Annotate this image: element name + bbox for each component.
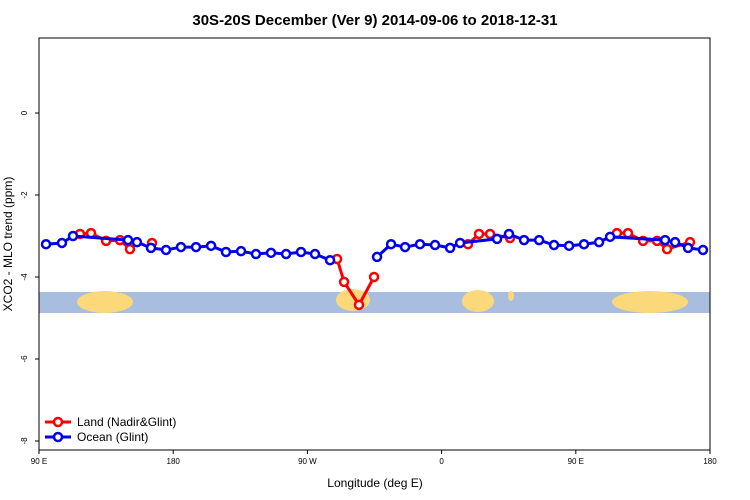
y-tick-label: 0	[20, 110, 29, 115]
series-point	[484, 228, 496, 240]
series-point	[124, 243, 136, 255]
x-tick-label: 180	[703, 457, 717, 466]
series-point	[160, 244, 172, 256]
series-point	[682, 242, 694, 254]
series-point	[338, 276, 350, 288]
y-tick-label: -4	[20, 273, 29, 281]
series-point	[454, 237, 466, 249]
series-point	[518, 234, 530, 246]
series-point	[309, 248, 321, 260]
chart-title: 30S-20S December (Ver 9) 2014-09-06 to 2…	[192, 12, 557, 29]
series-point	[491, 233, 503, 245]
series-point	[444, 242, 456, 254]
series-point	[40, 238, 52, 250]
series-point	[250, 248, 262, 260]
legend-marker	[52, 416, 64, 428]
series-point	[145, 242, 157, 254]
series-point	[122, 234, 134, 246]
series-point	[235, 245, 247, 257]
x-tick-label: 0	[439, 457, 444, 466]
series-point	[429, 239, 441, 251]
series-point	[385, 238, 397, 250]
series-point	[175, 241, 187, 253]
series-point	[622, 227, 634, 239]
series-point	[131, 236, 143, 248]
series-point	[371, 251, 383, 263]
series-point	[697, 244, 709, 256]
series-point	[414, 238, 426, 250]
series-point	[67, 230, 79, 242]
series-point	[324, 254, 336, 266]
series-point	[280, 248, 292, 260]
series-point	[368, 271, 380, 283]
legend-marker	[52, 431, 64, 443]
series-point	[190, 241, 202, 253]
series-point	[604, 231, 616, 243]
x-axis-label: Longitude (deg E)	[327, 476, 422, 490]
x-tick-label: 90 W	[298, 457, 317, 466]
series-point	[563, 240, 575, 252]
series-point	[295, 246, 307, 258]
series-point	[220, 246, 232, 258]
series-point	[205, 240, 217, 252]
y-tick-label: -8	[20, 437, 29, 445]
series-point	[265, 247, 277, 259]
plot-frame	[38, 37, 711, 451]
x-tick-label: 180	[167, 457, 181, 466]
series-point	[56, 237, 68, 249]
legend-label: Ocean (Glint)	[77, 430, 148, 444]
series-point	[533, 234, 545, 246]
series-point	[659, 234, 671, 246]
legend-label: Land (Nadir&Glint)	[77, 415, 176, 429]
y-axis-label: XCO2 - MLO trend (ppm)	[1, 177, 15, 312]
series-point	[548, 239, 560, 251]
series-point	[399, 241, 411, 253]
y-tick-label: -6	[20, 355, 29, 363]
series-point	[473, 228, 485, 240]
x-tick-label: 90 E	[568, 457, 584, 466]
series-point	[503, 228, 515, 240]
series-point	[593, 236, 605, 248]
x-tick-label: 90 E	[31, 457, 47, 466]
series-point	[661, 243, 673, 255]
land-mask	[39, 289, 710, 313]
y-tick-label: -2	[20, 191, 29, 199]
series-point	[669, 236, 681, 248]
series-point	[578, 238, 590, 250]
series-point	[353, 299, 365, 311]
